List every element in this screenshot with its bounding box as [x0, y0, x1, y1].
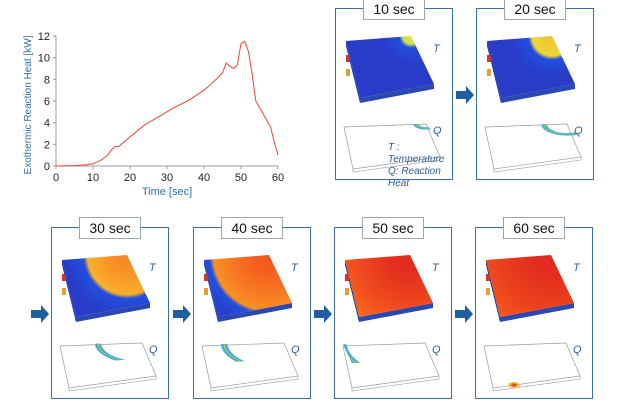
reaction-heat-label: Q [291, 344, 300, 356]
y-tick-label: 4 [44, 118, 50, 130]
x-tick-label: 60 [272, 172, 284, 184]
y-tick-label: 2 [44, 139, 50, 151]
temperature-plate [346, 36, 434, 98]
temperature-label: T [291, 262, 298, 274]
reaction-heat-label: Q [149, 344, 158, 356]
reaction-front-peak [415, 123, 437, 129]
y-tick-label: 12 [38, 31, 50, 43]
temperature-plate [487, 36, 575, 98]
time-label: 40 sec [221, 217, 283, 239]
inlet-marker [345, 274, 349, 281]
reaction-heat-plate-edge [492, 376, 581, 392]
inlet-marker [486, 288, 490, 295]
inlet-marker [62, 288, 66, 295]
snapshot-thumb [59, 255, 157, 392]
arrow-right-icon [456, 86, 474, 104]
plate-front [500, 303, 574, 322]
reaction-heat-plate-edge [210, 376, 299, 392]
snapshot-60-sec: 60 sec T Q [475, 217, 593, 399]
time-label: 50 sec [362, 217, 424, 239]
temperature-plate [486, 255, 574, 317]
inlet-marker [62, 274, 66, 281]
temperature-label: T [574, 43, 581, 55]
temperature-label: T [149, 262, 156, 274]
reaction-front [413, 123, 439, 130]
legend-temperature: T : Temperature [388, 142, 445, 165]
snapshot-20-sec: 20 sec T Q [476, 0, 594, 180]
plate-front [501, 84, 575, 103]
snapshot-thumb [483, 255, 581, 392]
arrow-right-icon [173, 305, 191, 323]
x-tick-label: 50 [235, 172, 247, 184]
time-label: 10 sec [363, 0, 425, 20]
reaction-front [540, 123, 581, 136]
inlet-marker [345, 288, 349, 295]
y-tick-label: 6 [44, 96, 50, 108]
inlet-marker [204, 288, 208, 295]
reaction-heat-label: Q [433, 125, 442, 137]
arrow-right-icon [455, 305, 473, 323]
snapshot-thumb [343, 36, 441, 173]
inlet-marker [346, 69, 350, 76]
plate-front [359, 303, 433, 322]
y-tick-label: 10 [38, 53, 50, 65]
time-label: 60 sec [503, 217, 565, 239]
x-tick-label: 0 [53, 172, 59, 184]
reaction-heat-plate-edge [493, 157, 582, 173]
snapshot-10-sec: 10 sec T Q T : Temperature Q: Reaction H… [335, 0, 453, 189]
snapshot-thumb [484, 36, 582, 173]
y-tick-label: 8 [44, 74, 50, 86]
snapshot-40-sec: 40 sec T Q [193, 217, 311, 399]
x-axis-label: Time [sec] [142, 186, 192, 198]
snapshot-30-sec: 30 sec T Q [51, 217, 169, 399]
arrow-right-icon [314, 305, 332, 323]
time-label: 30 sec [79, 217, 141, 239]
legend-heat: Q: Reaction Heat [388, 166, 441, 189]
reaction-hotspot-core [511, 383, 517, 387]
plate-front [218, 303, 292, 322]
reaction-front-peak [543, 123, 581, 135]
snapshot-50-sec: 50 sec T Q [334, 217, 452, 399]
temperature-plate [345, 255, 433, 317]
snapshot-thumb [342, 255, 440, 392]
snapshot-thumb [201, 255, 299, 392]
reaction-heat-label: Q [432, 344, 441, 356]
series-line [55, 40, 279, 167]
x-tick-label: 10 [87, 172, 99, 184]
time-label: 20 sec [504, 0, 566, 20]
reaction-heat-chart: 0 10 20 30 40 50 60 0 2 4 6 8 10 12 Time [sec] Exotherm… [23, 31, 284, 198]
temperature-label: T [573, 262, 580, 274]
temperature-label: T [433, 43, 440, 55]
inlet-marker [487, 55, 491, 62]
inlet-marker [486, 274, 490, 281]
plate-front [76, 303, 150, 322]
x-tick-label: 40 [198, 172, 210, 184]
y-axis-label: Exothermic Reaction Heat [kW] [23, 35, 34, 174]
inlet-marker [487, 69, 491, 76]
reaction-heat-plate-edge [68, 376, 157, 392]
reaction-heat-label: Q [574, 125, 583, 137]
x-tick-label: 20 [124, 172, 136, 184]
reaction-heat-label: Q [573, 344, 582, 356]
inlet-marker [204, 274, 208, 281]
arrow-right-icon [31, 305, 49, 323]
y-tick-label: 0 [44, 161, 50, 173]
temperature-label: T [432, 262, 439, 274]
plate-front [360, 84, 434, 103]
reaction-heat-plate-edge [351, 376, 440, 392]
inlet-marker [346, 55, 350, 62]
temperature-plate [204, 255, 292, 317]
reaction-heat-plate-edge [352, 157, 441, 173]
temperature-plate [62, 255, 150, 317]
x-tick-label: 30 [161, 172, 173, 184]
legend: T : Temperature Q: Reaction Heat [388, 142, 452, 190]
